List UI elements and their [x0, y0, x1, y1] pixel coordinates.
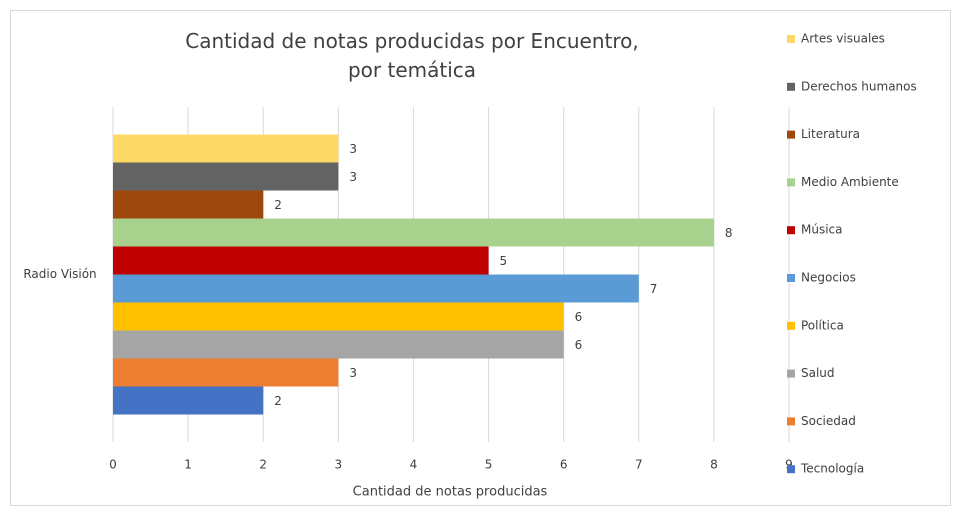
legend-label: Política: [801, 318, 844, 332]
legend-label: Negocios: [801, 271, 856, 285]
chart-title: Cantidad de notas producidas por Encuent…: [185, 29, 639, 82]
legend-label: Medio Ambiente: [801, 175, 899, 189]
x-tick-label: 7: [635, 458, 643, 472]
legend-swatch: [787, 178, 795, 187]
legend-label: Música: [801, 223, 843, 237]
legend-label: Salud: [801, 366, 835, 380]
x-tick-label: 1: [184, 458, 192, 472]
x-tick-label: 9: [785, 458, 793, 472]
bar: [113, 274, 639, 303]
bar: [113, 330, 564, 359]
x-tick-label: 0: [109, 458, 117, 472]
legend-swatch: [787, 226, 795, 235]
bar: [113, 358, 339, 387]
legend-swatch: [787, 274, 795, 282]
data-label: 3: [349, 366, 357, 380]
x-tick-label: 3: [335, 458, 343, 472]
bar: [113, 218, 714, 247]
y-tick-label: Radio Visión: [23, 267, 96, 281]
bar: [113, 190, 264, 219]
bar: [113, 302, 564, 331]
x-tick-label: 8: [710, 458, 718, 472]
legend-swatch: [787, 369, 795, 378]
legend-swatch: [787, 130, 795, 139]
data-label: 3: [349, 142, 357, 156]
legend-label: Derechos humanos: [801, 79, 917, 93]
legend-label: Artes visuales: [801, 32, 885, 46]
data-label: 6: [575, 310, 583, 324]
x-tick-label: 6: [560, 458, 568, 472]
bar: [113, 246, 489, 275]
x-tick-label: 4: [410, 458, 418, 472]
data-label: 3: [349, 170, 357, 184]
x-tick-label: 2: [259, 458, 267, 472]
data-label: 8: [725, 226, 733, 240]
bar: [113, 134, 339, 163]
legend-label: Sociedad: [801, 414, 856, 428]
data-label: 2: [274, 198, 282, 212]
legend-swatch: [787, 417, 795, 426]
legend-label: Literatura: [801, 127, 860, 141]
legend-swatch: [787, 321, 795, 330]
bar: [113, 162, 339, 191]
x-tick-label: 5: [485, 458, 493, 472]
legend-swatch: [787, 465, 795, 474]
data-label: 5: [500, 254, 508, 268]
legend-label: Tecnología: [800, 462, 864, 476]
legend-swatch: [787, 35, 795, 43]
legend-swatch: [787, 82, 795, 91]
data-label: 2: [274, 394, 282, 408]
x-axis-label: Cantidad de notas producidas: [353, 485, 548, 500]
bar: [113, 386, 264, 415]
data-label: 7: [650, 282, 658, 296]
data-label: 6: [575, 338, 583, 352]
